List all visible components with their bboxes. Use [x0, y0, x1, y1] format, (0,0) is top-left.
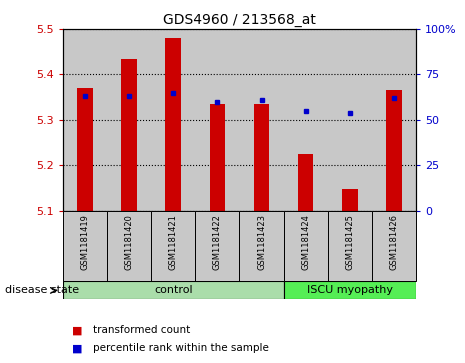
Bar — [239, 29, 284, 211]
Text: ISCU myopathy: ISCU myopathy — [307, 285, 393, 295]
Bar — [151, 211, 195, 281]
Text: GSM1181422: GSM1181422 — [213, 214, 222, 270]
Bar — [63, 29, 107, 211]
Bar — [210, 104, 225, 211]
Bar — [284, 211, 328, 281]
Bar — [195, 29, 239, 211]
Text: control: control — [154, 285, 193, 295]
Text: GSM1181426: GSM1181426 — [390, 214, 399, 270]
Bar — [298, 154, 313, 211]
Bar — [328, 29, 372, 211]
Bar — [284, 29, 328, 211]
Bar — [254, 104, 269, 211]
Text: GSM1181425: GSM1181425 — [345, 214, 354, 270]
Bar — [121, 58, 137, 211]
Text: GSM1181419: GSM1181419 — [80, 214, 89, 270]
Bar — [77, 88, 93, 211]
Bar — [342, 189, 358, 211]
Text: GSM1181420: GSM1181420 — [125, 214, 133, 270]
Bar — [107, 211, 151, 281]
Text: percentile rank within the sample: percentile rank within the sample — [93, 343, 269, 354]
Bar — [386, 90, 402, 211]
Bar — [63, 281, 284, 299]
Title: GDS4960 / 213568_at: GDS4960 / 213568_at — [163, 13, 316, 26]
Text: ■: ■ — [72, 325, 83, 335]
Text: transformed count: transformed count — [93, 325, 190, 335]
Bar — [166, 38, 181, 211]
Bar — [372, 211, 416, 281]
Text: GSM1181423: GSM1181423 — [257, 214, 266, 270]
Text: GSM1181424: GSM1181424 — [301, 214, 310, 270]
Text: GSM1181421: GSM1181421 — [169, 214, 178, 270]
Bar — [107, 29, 151, 211]
Bar — [372, 29, 416, 211]
Bar — [328, 211, 372, 281]
Bar — [63, 211, 107, 281]
Bar — [195, 211, 239, 281]
Bar — [151, 29, 195, 211]
Text: disease state: disease state — [5, 285, 79, 295]
Bar — [284, 281, 416, 299]
Text: ■: ■ — [72, 343, 83, 354]
Bar — [239, 211, 284, 281]
